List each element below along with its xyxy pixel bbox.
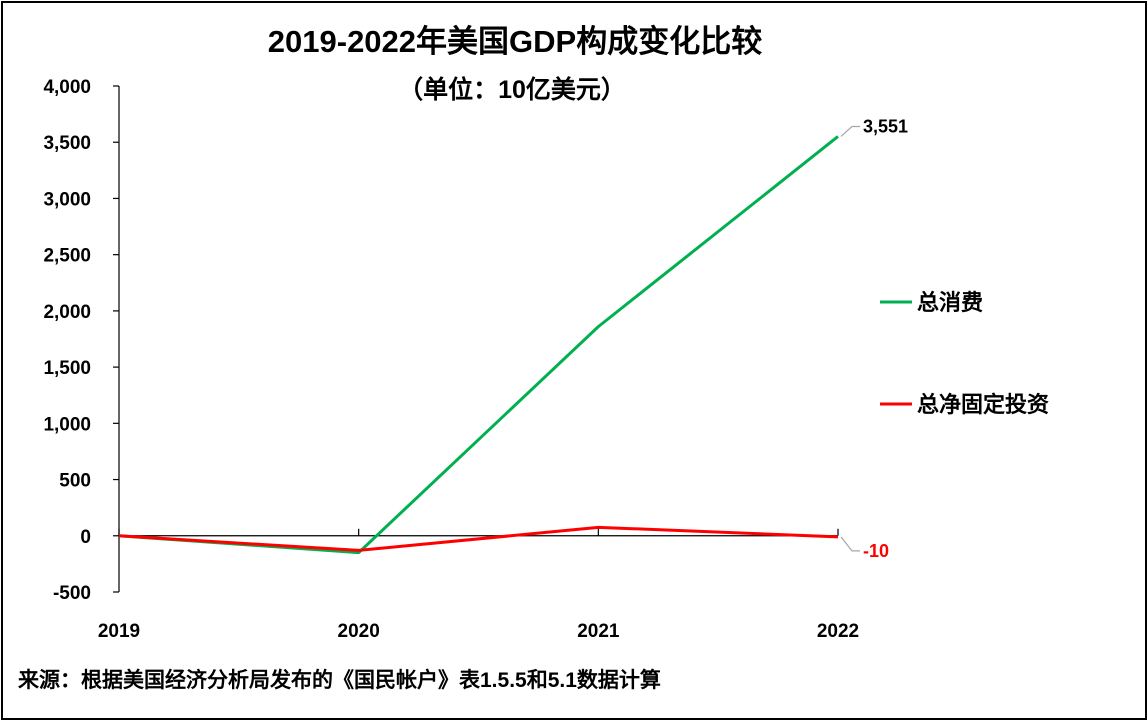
legend-label: 总消费: [917, 290, 983, 315]
data-label-leader: [840, 125, 860, 137]
y-tick-label: 500: [59, 471, 91, 492]
data-label: 3,551: [863, 116, 908, 136]
series-layer: 3,551 -10: [118, 116, 908, 561]
y-tick-label: 3,500: [43, 133, 91, 154]
y-tick-label: 4,000: [43, 77, 91, 98]
source-note: 来源：根据美国经济分析局发布的《国民帐户》表1.5.5和5.1数据计算: [18, 669, 661, 692]
series-line-1: [118, 135, 839, 555]
data-label: -10: [863, 541, 889, 561]
legend-label: 总净固定投资: [917, 392, 1049, 417]
axes: -500 0 500 1,000 1,500 2,000 2,500 3,000 3,500 4,…: [43, 77, 859, 642]
y-tick-label: 0: [80, 527, 91, 548]
x-tick-label: 2019: [98, 621, 140, 642]
x-tick-label: 2021: [577, 621, 620, 642]
chart-subtitle: （单位：10亿美元）: [398, 75, 626, 104]
data-label-leader: [840, 536, 860, 552]
y-tick-label: 3,000: [43, 189, 91, 210]
x-tick-label: 2020: [338, 621, 380, 642]
series-line-2: [118, 525, 839, 552]
y-tick-label: 1,000: [43, 414, 91, 435]
chart-title: 2019-2022年美国GDP构成变化比较: [268, 24, 762, 59]
y-tick-label: 1,500: [43, 358, 91, 379]
y-tick-label: 2,000: [43, 302, 91, 323]
y-tick-label: -500: [53, 583, 91, 604]
x-tick-label: 2022: [817, 621, 859, 642]
y-tick-label: 2,500: [43, 246, 91, 267]
